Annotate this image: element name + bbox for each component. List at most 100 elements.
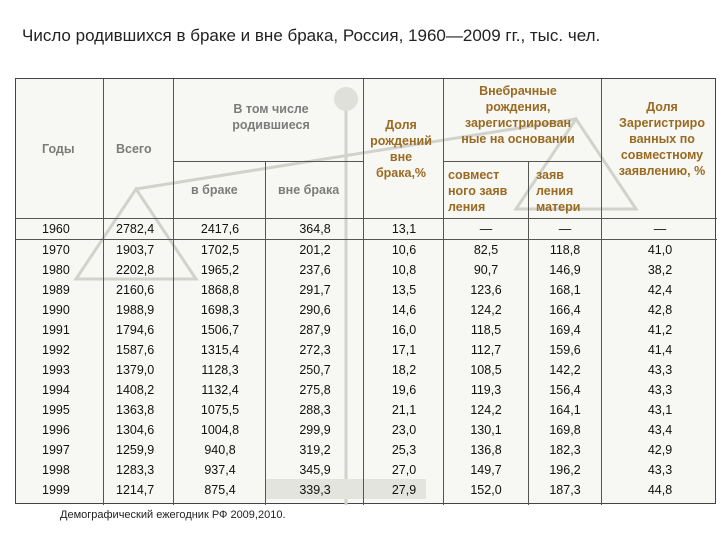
table-cell-joint: 82,5 [473,243,499,257]
table-cell-joint: 124,2 [470,403,502,417]
table-cell-in: 2417,6 [200,222,240,236]
table-cell-total: 1988,9 [116,303,155,317]
table-cell-out: 237,6 [299,263,331,277]
table-cell-year: 1998 [42,463,70,477]
table-cell-in: 1698,3 [200,303,240,317]
table-cell-share: 23,0 [391,423,417,437]
table-cell-in: 1868,8 [200,283,240,297]
table-cell-mother: 164,1 [549,403,581,417]
table-cell-sj: 42,9 [647,443,673,457]
table-cell-in: 1506,7 [200,323,240,337]
table-cell-in: 1004,8 [200,423,240,437]
col-years-header: Годы [42,142,75,156]
table-cell-sj: 43,1 [647,403,673,417]
table-cell-sj: 43,3 [647,363,673,377]
table-cell-out: 290,6 [299,303,331,317]
grid-line [265,161,266,505]
table-cell-share: 13,5 [391,283,417,297]
table-cell-in: 1132,4 [201,383,239,397]
table-cell-in: 1965,2 [200,263,240,277]
table-cell-out: 250,7 [299,363,331,377]
scales-watermark [73,87,639,505]
col-share-header: Доля рождений вне брака,% [370,118,432,180]
table-cell-sj: 44,8 [647,483,673,497]
table-cell-sj: — [653,222,667,236]
table-cell-mother: 169,4 [549,323,581,337]
table-cell-share: 27,0 [391,463,417,477]
table-cell-sj: 41,0 [647,243,673,257]
table-cell-in: 1702,5 [200,243,240,257]
table-cell-sj: 41,2 [647,323,673,337]
table-cell-total: 1903,7 [116,243,155,257]
table-cell-out: 272,3 [299,343,331,357]
table-cell-out: 275,8 [299,383,331,397]
table-cell-total: 1259,9 [116,443,155,457]
table-cell-year: 1960 [42,222,70,236]
table-cell-total: 2160,6 [116,283,155,297]
table-cell-sj: 41,4 [647,343,673,357]
grid-line [173,79,174,505]
table-cell-joint: 90,7 [473,263,499,277]
table-cell-year: 1990 [42,303,70,317]
col-share-joint-header: Доля Зарегистриро ванных по совместному … [618,100,706,178]
table-cell-year: 1992 [42,343,70,357]
grid-line [16,239,717,240]
col-mother-header: заяв ления матери [536,168,581,214]
table-cell-share: 16,0 [391,323,417,337]
table-cell-joint: 149,7 [470,463,502,477]
table-cell-out: 364,8 [299,222,331,236]
table-cell-joint: — [479,222,493,236]
table-cell-total: 1304,6 [116,423,155,437]
table-cell-share: 17,1 [391,343,417,357]
table-cell-mother: 187,3 [549,483,581,497]
table-cell-share: 10,6 [391,243,417,257]
table-cell-year: 1995 [42,403,70,417]
table-cell-total: 1379,0 [116,363,155,377]
table-cell-year: 1993 [42,363,70,377]
table-cell-out: 201,2 [299,243,331,257]
table-cell-year: 1970 [42,243,70,257]
table-cell-total: 1587,6 [116,343,155,357]
table-cell-sj: 43,3 [647,463,673,477]
table-cell-joint: 112,7 [470,343,502,357]
col-in-marriage-header: в браке [191,183,238,197]
table-cell-in: 937,4 [204,463,236,477]
table-cell-year: 1991 [42,323,70,337]
table-cell-mother: — [558,222,572,236]
grid-line [443,161,601,162]
table-cell-total: 1283,3 [116,463,155,477]
grid-line [103,79,104,505]
source-note: Демографический ежегодник РФ 2009,2010. [60,509,286,521]
table-cell-sj: 42,4 [647,283,673,297]
table-cell-total: 1408,2 [116,383,155,397]
table-cell-joint: 130,1 [470,423,502,437]
col-out-marriage-header: вне брака [278,183,340,197]
table-cell-year: 1997 [42,443,70,457]
table-cell-mother: 118,8 [549,243,581,257]
table-cell-out: 291,7 [299,283,331,297]
table-cell-sj: 42,8 [647,303,673,317]
table-cell-in: 875,4 [204,483,236,497]
table-cell-in: 940,8 [204,443,236,457]
table-cell-share: 18,2 [391,363,417,377]
table-cell-year: 1989 [42,283,70,297]
table-cell-mother: 142,2 [549,363,581,377]
table-cell-share: 10,8 [391,263,417,277]
table-cell-sj: 43,3 [647,383,673,397]
table-cell-out: 287,9 [299,323,331,337]
table-cell-out: 339,3 [299,483,331,497]
table-cell-mother: 159,6 [549,343,581,357]
table-cell-joint: 136,8 [470,443,502,457]
table-cell-total: 2202,8 [116,263,155,277]
table-cell-joint: 118,5 [470,323,502,337]
col-total-header: Всего [116,142,152,156]
table-cell-mother: 156,4 [549,383,581,397]
grid-line [443,79,444,505]
grid-line [173,161,363,162]
extramarital-header: Внебрачные рождения, зарегистрирован ные… [461,84,575,146]
table-cell-mother: 169,8 [549,423,581,437]
table-cell-joint: 124,2 [470,303,502,317]
table-cell-share: 21,1 [391,403,417,417]
table-cell-share: 25,3 [391,443,417,457]
table-cell-out: 299,9 [299,423,331,437]
